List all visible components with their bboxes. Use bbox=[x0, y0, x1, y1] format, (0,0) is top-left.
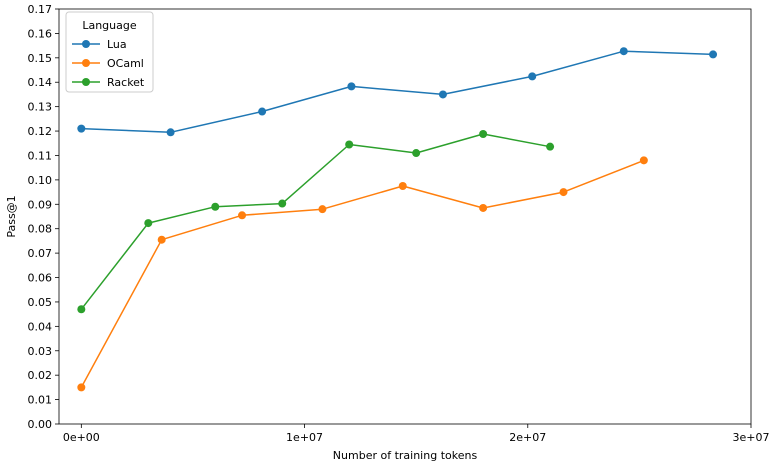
data-point bbox=[709, 50, 718, 59]
y-tick-label: 0.09 bbox=[28, 198, 53, 211]
data-point bbox=[438, 90, 447, 99]
y-tick-label: 0.06 bbox=[28, 272, 53, 285]
legend-item-lua: Lua bbox=[72, 38, 127, 51]
legend-item-racket: Racket bbox=[72, 76, 145, 89]
y-tick-label: 0.14 bbox=[28, 76, 53, 89]
series-line bbox=[80, 133, 551, 310]
data-point bbox=[211, 202, 220, 211]
y-tick-label: 0.01 bbox=[28, 394, 53, 407]
series-line bbox=[80, 159, 645, 388]
series-racket bbox=[77, 129, 555, 314]
x-tick-label: 0e+00 bbox=[63, 431, 100, 444]
legend-label: Lua bbox=[107, 38, 127, 51]
y-tick-label: 0.07 bbox=[28, 247, 53, 260]
y-tick-label: 0.02 bbox=[28, 369, 53, 382]
data-point bbox=[77, 383, 86, 392]
data-point bbox=[639, 156, 648, 165]
legend-item-ocaml: OCaml bbox=[72, 57, 144, 70]
y-tick-label: 0.04 bbox=[28, 320, 53, 333]
data-point bbox=[258, 107, 267, 116]
legend-swatch-marker bbox=[82, 78, 90, 86]
data-point bbox=[278, 199, 287, 208]
data-point bbox=[144, 219, 153, 228]
data-point bbox=[412, 149, 421, 158]
legend-swatch-marker bbox=[82, 40, 90, 48]
y-axis-label: Pass@1 bbox=[5, 195, 18, 237]
legend-swatch-marker bbox=[82, 59, 90, 67]
data-point bbox=[77, 124, 86, 133]
legend-title: Language bbox=[82, 19, 137, 32]
y-tick-label: 0.03 bbox=[28, 345, 53, 358]
x-axis-label: Number of training tokens bbox=[333, 449, 478, 462]
series-lua bbox=[77, 47, 718, 137]
data-point bbox=[77, 305, 86, 314]
data-point bbox=[347, 82, 356, 91]
y-tick-label: 0.13 bbox=[28, 101, 53, 114]
y-tick-label: 0.00 bbox=[28, 418, 53, 431]
y-tick-label: 0.12 bbox=[28, 125, 53, 138]
data-point bbox=[559, 188, 568, 197]
data-point bbox=[398, 181, 407, 190]
data-point bbox=[238, 211, 247, 220]
legend-box bbox=[65, 11, 154, 93]
y-tick-label: 0.16 bbox=[28, 27, 53, 40]
y-tick-label: 0.08 bbox=[28, 223, 53, 236]
y-tick-label: 0.10 bbox=[28, 174, 53, 187]
data-point bbox=[528, 72, 537, 81]
data-point bbox=[546, 142, 555, 151]
x-tick-label: 2e+07 bbox=[509, 431, 546, 444]
x-tick-label: 3e+07 bbox=[733, 431, 770, 444]
y-tick-label: 0.15 bbox=[28, 52, 53, 65]
legend-label: Racket bbox=[107, 76, 145, 89]
data-point bbox=[619, 47, 628, 56]
series-line bbox=[81, 50, 714, 134]
data-point bbox=[318, 205, 327, 214]
data-point bbox=[157, 235, 166, 244]
y-tick-label: 0.17 bbox=[28, 3, 53, 16]
data-point bbox=[479, 203, 488, 212]
series-ocaml bbox=[77, 156, 648, 392]
plot-frame bbox=[58, 8, 752, 425]
series-layer bbox=[77, 47, 718, 392]
data-point bbox=[479, 129, 488, 138]
x-tick-label: 1e+07 bbox=[286, 431, 323, 444]
data-point bbox=[166, 128, 175, 137]
legend: Language Lua OCaml Racket bbox=[65, 11, 154, 93]
legend-label: OCaml bbox=[107, 57, 144, 70]
axes-layer: 0e+00 1e+07 2e+07 3e+07 0.00 0.01 0.02 0.03 0.04… bbox=[5, 3, 769, 462]
y-tick-label: 0.05 bbox=[28, 296, 53, 309]
y-tick-label: 0.11 bbox=[28, 149, 53, 162]
data-point bbox=[345, 140, 354, 149]
